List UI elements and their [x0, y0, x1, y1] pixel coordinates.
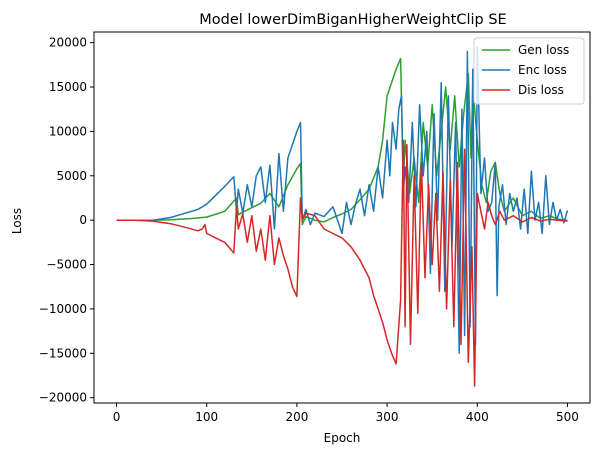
- x-tick-label: 500: [556, 410, 579, 424]
- y-tick-label: 10000: [49, 124, 87, 138]
- chart-title: Model lowerDimBiganHigherWeightClip SE: [199, 12, 506, 28]
- x-axis-label: Epoch: [324, 431, 361, 445]
- y-axis-label: Loss: [10, 208, 24, 234]
- y-tick-label: 5000: [56, 169, 87, 183]
- y-tick-label: −10000: [39, 302, 87, 316]
- y-tick-label: 0: [79, 213, 87, 227]
- y-axis-ticks: −20000 −15000 −10000 −5000 0 5000 10000 15000 20…: [39, 36, 94, 405]
- y-tick-label: −5000: [46, 258, 87, 272]
- plot-frame: [93, 31, 591, 404]
- x-tick-label: 300: [376, 410, 399, 424]
- legend-label-gen-loss: Gen loss: [518, 43, 569, 57]
- x-axis-ticks: 0 100 200 300 400 500: [113, 403, 579, 424]
- legend: Gen loss Enc loss Dis loss: [473, 37, 585, 105]
- y-tick-label: −20000: [39, 391, 87, 405]
- y-tick-label: 20000: [49, 36, 87, 50]
- legend-label-dis-loss: Dis loss: [518, 83, 564, 97]
- x-tick-label: 400: [466, 410, 489, 424]
- x-tick-label: 0: [113, 410, 121, 424]
- y-tick-label: 15000: [49, 80, 87, 94]
- y-tick-label: −15000: [39, 346, 87, 360]
- x-tick-label: 200: [285, 410, 308, 424]
- legend-label-enc-loss: Enc loss: [518, 63, 567, 77]
- series-layer: [116, 46, 569, 387]
- x-tick-label: 100: [195, 410, 218, 424]
- legend-box: [473, 37, 585, 105]
- series-line-dis-loss: [116, 139, 568, 387]
